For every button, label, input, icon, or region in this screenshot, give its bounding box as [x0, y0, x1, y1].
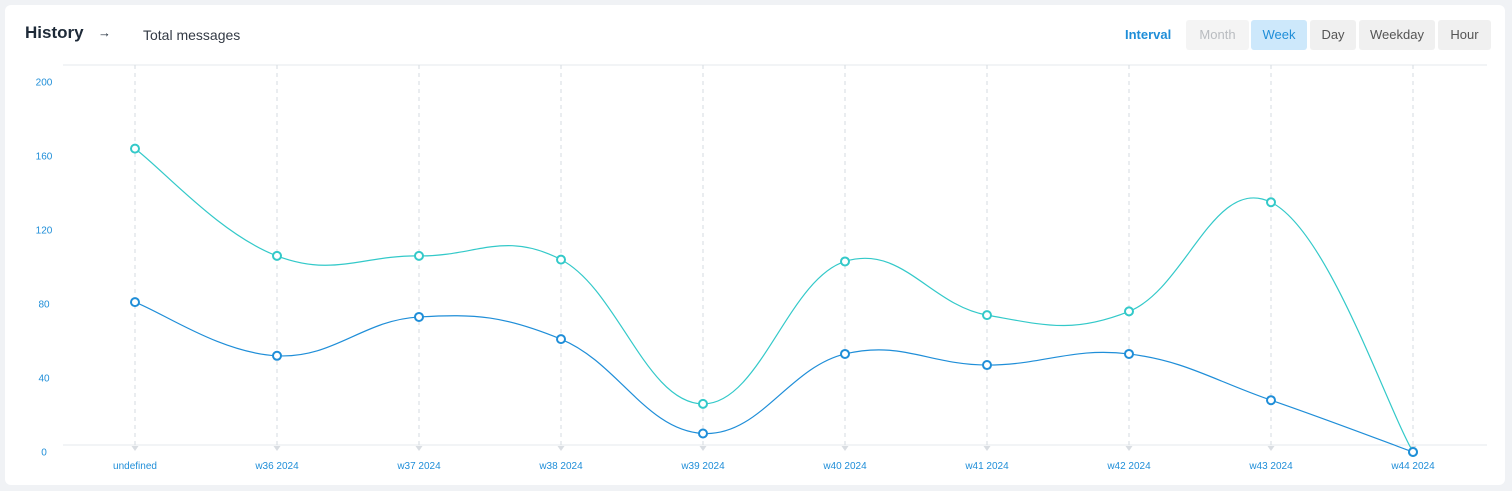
data-point: [840, 256, 850, 267]
data-point: [414, 311, 424, 322]
x-tick-marker: [131, 446, 139, 451]
interval-month-button: Month: [1186, 20, 1249, 50]
data-point: [1124, 306, 1134, 317]
x-tick-marker: [415, 446, 423, 451]
data-point: [272, 250, 282, 261]
series-line: [134, 301, 1414, 453]
arrow-right-icon[interactable]: →: [98, 25, 111, 40]
x-tick-marker: [1125, 446, 1133, 451]
interval-day-button[interactable]: Day: [1310, 20, 1356, 50]
x-tick-label: w40 2024: [822, 461, 867, 472]
card-title: History: [25, 23, 84, 42]
x-tick-label: w36 2024: [254, 461, 299, 472]
y-tick-label: 0: [41, 448, 47, 459]
y-tick-label: 80: [38, 300, 50, 311]
data-point: [698, 398, 708, 409]
data-point: [130, 143, 140, 154]
x-tick-marker: [841, 446, 849, 451]
x-tick-marker: [273, 446, 281, 451]
data-point: [556, 254, 566, 265]
interval-week-button[interactable]: Week: [1251, 20, 1307, 50]
data-point: [698, 428, 708, 439]
data-point: [1266, 197, 1276, 208]
x-tick-label: w44 2024: [1390, 461, 1435, 472]
y-tick-label: 160: [36, 152, 53, 163]
data-point: [272, 350, 282, 361]
data-point: [1266, 395, 1276, 406]
interval-label: Interval: [1125, 27, 1172, 42]
y-tick-label: 40: [38, 374, 50, 385]
y-tick-label: 120: [36, 226, 53, 237]
metric-label[interactable]: Total messages: [143, 27, 241, 43]
x-tick-marker: [699, 446, 707, 451]
x-tick-marker: [1267, 446, 1275, 451]
data-point: [1124, 348, 1134, 359]
x-tick-label: w43 2024: [1248, 461, 1293, 472]
card-header: History → Total messages Interval Month …: [5, 5, 1505, 65]
x-tick-label: undefined: [113, 461, 157, 472]
y-tick-label: 200: [36, 78, 53, 89]
x-tick-label: w39 2024: [680, 461, 725, 472]
data-point: [840, 348, 850, 359]
data-point: [414, 250, 424, 261]
data-point: [556, 334, 566, 345]
x-tick-label: w42 2024: [1106, 461, 1151, 472]
data-point: [982, 360, 992, 371]
data-point: [982, 310, 992, 321]
x-tick-label: w38 2024: [538, 461, 583, 472]
x-tick-marker: [983, 446, 991, 451]
interval-weekday-button[interactable]: Weekday: [1359, 20, 1435, 50]
data-point: [130, 297, 140, 308]
data-point: [1408, 447, 1418, 457]
x-tick-marker: [557, 446, 565, 451]
x-tick-label: w41 2024: [964, 461, 1009, 472]
x-tick-label: w37 2024: [396, 461, 441, 472]
series-line: [134, 148, 1414, 453]
interval-hour-button[interactable]: Hour: [1438, 20, 1491, 50]
